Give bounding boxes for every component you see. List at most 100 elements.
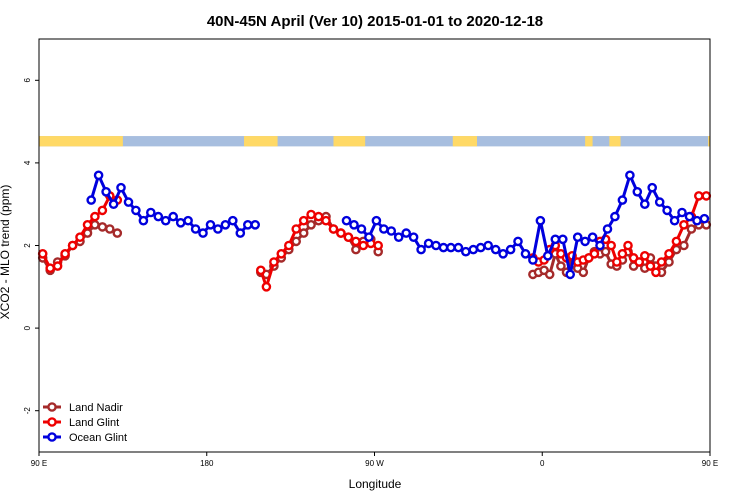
x-tick-label: 90 E — [31, 459, 47, 468]
x-axis: 90 E 180 90 W 0 90 E — [31, 452, 718, 468]
data-point — [364, 232, 374, 242]
series-layer — [37, 170, 712, 292]
data-point — [371, 215, 382, 226]
data-point — [438, 242, 449, 253]
data-point — [610, 211, 620, 222]
legend-item: Land Glint — [43, 417, 119, 429]
legend-label: Land Glint — [69, 417, 119, 429]
data-point — [556, 261, 566, 271]
data-point — [250, 219, 260, 230]
legend: Land Nadir Land Glint Ocean Glint — [43, 402, 127, 444]
data-point — [654, 197, 665, 207]
data-point — [190, 224, 201, 234]
data-point — [242, 219, 253, 230]
data-point — [600, 246, 611, 257]
data-point — [664, 248, 674, 259]
data-point — [168, 211, 178, 222]
x-tick-label: 180 — [200, 459, 214, 468]
data-point — [321, 215, 331, 226]
data-point — [664, 257, 674, 267]
land-segment — [333, 136, 366, 147]
data-point — [634, 257, 645, 267]
data-point — [640, 250, 650, 261]
data-point — [227, 215, 238, 226]
y-tick-label: 4 — [23, 160, 32, 165]
data-point — [60, 248, 70, 259]
data-point — [475, 242, 486, 253]
legend-swatch-marker — [47, 402, 57, 412]
data-point — [153, 211, 164, 222]
data-point — [101, 186, 111, 197]
y-tick-label: 2 — [23, 243, 32, 248]
data-point — [423, 238, 434, 249]
data-point — [558, 234, 568, 245]
land-segment — [708, 136, 710, 147]
data-point — [669, 215, 680, 226]
data-point — [694, 191, 704, 201]
data-point — [86, 195, 96, 205]
legend-item: Ocean Glint — [43, 432, 127, 444]
data-point — [93, 170, 104, 181]
data-point — [701, 191, 712, 201]
land-segment — [585, 136, 593, 147]
data-point — [291, 236, 302, 247]
data-point — [198, 228, 208, 238]
data-point — [97, 222, 108, 232]
data-point — [647, 182, 658, 193]
data-point — [528, 255, 538, 265]
data-point — [612, 257, 622, 267]
data-point — [255, 265, 266, 276]
data-point — [183, 215, 193, 226]
land-ocean-mask — [39, 136, 710, 147]
data-point — [276, 248, 287, 259]
data-point — [105, 224, 115, 234]
data-point — [679, 240, 689, 251]
data-point — [356, 224, 367, 234]
data-point — [623, 240, 633, 251]
land-segment — [609, 136, 621, 147]
data-point — [544, 269, 555, 280]
data-point — [291, 224, 302, 234]
data-point — [298, 215, 309, 226]
data-point — [617, 195, 628, 205]
chart-title: 40N-45N April (Ver 10) 2015-01-01 to 202… — [207, 13, 543, 30]
data-point — [67, 240, 78, 251]
series-ocean-glint — [86, 170, 710, 280]
data-point — [617, 248, 628, 259]
data-point — [446, 242, 456, 253]
y-axis: -2 0 2 4 6 — [23, 78, 39, 415]
data-point — [393, 232, 404, 242]
data-point — [595, 240, 605, 251]
legend-swatch-marker — [47, 432, 57, 442]
data-point — [52, 261, 63, 271]
y-tick-label: -2 — [23, 407, 32, 415]
data-point — [90, 219, 100, 230]
data-point — [498, 248, 508, 259]
data-point — [306, 219, 316, 230]
land-segment — [452, 136, 478, 147]
data-point — [373, 240, 384, 251]
data-point — [386, 226, 397, 236]
data-point — [656, 257, 667, 267]
data-point — [431, 240, 441, 251]
data-point — [686, 224, 697, 234]
data-point — [679, 219, 689, 230]
data-point — [483, 240, 494, 251]
x-tick-label: 0 — [540, 459, 545, 468]
y-tick-label: 6 — [23, 78, 32, 83]
data-point — [550, 234, 561, 245]
data-point — [82, 219, 93, 230]
x-axis-label: Longitude — [349, 477, 402, 491]
data-point — [632, 186, 643, 197]
data-point — [408, 232, 419, 242]
data-point — [699, 213, 710, 224]
legend-label: Land Nadir — [69, 402, 123, 414]
data-point — [692, 215, 702, 226]
data-point — [565, 269, 576, 280]
data-point — [416, 244, 426, 255]
data-point — [343, 232, 354, 242]
data-point — [625, 170, 635, 181]
data-point — [261, 281, 272, 292]
data-point — [328, 224, 339, 234]
